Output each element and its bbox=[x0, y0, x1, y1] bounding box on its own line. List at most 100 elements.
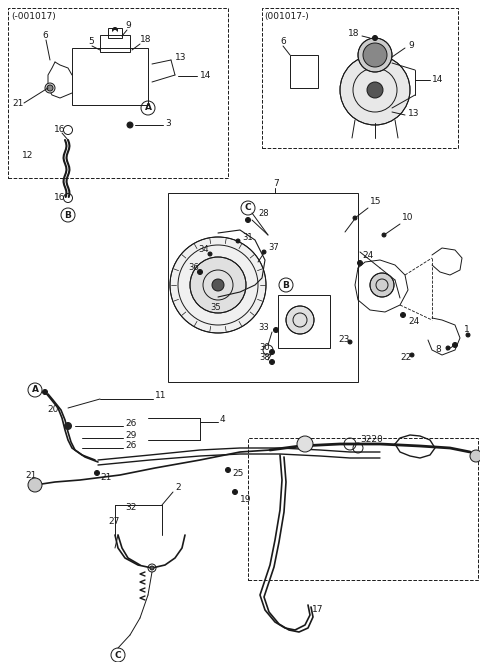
Text: 14: 14 bbox=[200, 70, 211, 79]
Text: 2: 2 bbox=[175, 483, 180, 493]
Text: 34: 34 bbox=[198, 246, 209, 254]
Text: 3: 3 bbox=[165, 120, 171, 128]
Circle shape bbox=[269, 350, 275, 354]
Text: 8: 8 bbox=[435, 346, 441, 354]
Circle shape bbox=[197, 269, 203, 275]
Text: C: C bbox=[245, 203, 252, 213]
Circle shape bbox=[45, 83, 55, 93]
Text: 6: 6 bbox=[280, 38, 286, 46]
Text: 26: 26 bbox=[125, 420, 136, 428]
Text: 20: 20 bbox=[47, 406, 59, 414]
Circle shape bbox=[470, 450, 480, 462]
Text: 33: 33 bbox=[258, 324, 269, 332]
Text: 9: 9 bbox=[408, 40, 414, 50]
Text: 16: 16 bbox=[54, 193, 65, 203]
Text: 26: 26 bbox=[125, 442, 136, 451]
Text: 28: 28 bbox=[258, 209, 269, 218]
Circle shape bbox=[367, 82, 383, 98]
Text: A: A bbox=[32, 385, 38, 395]
Circle shape bbox=[28, 478, 42, 492]
Circle shape bbox=[245, 218, 251, 222]
Circle shape bbox=[208, 252, 212, 256]
Text: 3220: 3220 bbox=[360, 436, 383, 444]
Text: 5: 5 bbox=[88, 38, 94, 46]
Circle shape bbox=[373, 36, 377, 40]
Circle shape bbox=[226, 467, 230, 473]
Bar bbox=[248, 438, 478, 580]
Circle shape bbox=[43, 389, 48, 395]
Circle shape bbox=[446, 346, 450, 350]
Bar bbox=[72, 48, 148, 105]
Bar bbox=[108, 28, 122, 38]
Text: 16: 16 bbox=[54, 126, 65, 134]
Text: B: B bbox=[283, 281, 289, 289]
Circle shape bbox=[348, 340, 352, 344]
Bar bbox=[8, 8, 228, 178]
Circle shape bbox=[358, 38, 392, 72]
Circle shape bbox=[353, 216, 357, 220]
Bar bbox=[168, 193, 358, 382]
Circle shape bbox=[127, 122, 133, 128]
Text: C: C bbox=[115, 651, 121, 659]
Circle shape bbox=[112, 28, 118, 32]
Text: 27: 27 bbox=[108, 518, 120, 526]
Bar bbox=[278, 295, 330, 348]
Circle shape bbox=[113, 30, 117, 34]
Text: (-001017): (-001017) bbox=[11, 11, 56, 21]
Text: 29: 29 bbox=[125, 432, 136, 440]
Bar bbox=[290, 55, 318, 88]
Text: 17: 17 bbox=[312, 606, 324, 614]
Text: 35: 35 bbox=[210, 303, 221, 312]
Circle shape bbox=[150, 566, 154, 570]
Bar bbox=[262, 8, 458, 148]
Text: 19: 19 bbox=[240, 495, 252, 504]
Circle shape bbox=[410, 353, 414, 357]
Text: 38: 38 bbox=[259, 354, 270, 363]
Text: 21: 21 bbox=[100, 473, 111, 483]
Circle shape bbox=[262, 250, 266, 254]
Text: 4: 4 bbox=[220, 416, 226, 424]
Text: 11: 11 bbox=[155, 391, 167, 401]
Text: 13: 13 bbox=[408, 109, 420, 117]
Circle shape bbox=[47, 85, 53, 91]
Circle shape bbox=[358, 261, 362, 265]
Text: 36: 36 bbox=[188, 263, 199, 273]
Circle shape bbox=[212, 279, 224, 291]
Text: 31: 31 bbox=[242, 232, 252, 242]
Circle shape bbox=[370, 273, 394, 297]
Text: 21: 21 bbox=[12, 99, 24, 107]
Text: 22: 22 bbox=[400, 354, 411, 363]
Text: B: B bbox=[65, 211, 72, 220]
Text: 18: 18 bbox=[140, 36, 152, 44]
Text: 24: 24 bbox=[408, 318, 419, 326]
Text: 13: 13 bbox=[175, 54, 187, 62]
Circle shape bbox=[236, 239, 240, 243]
Text: A: A bbox=[144, 103, 152, 113]
Circle shape bbox=[95, 471, 99, 475]
Text: 9: 9 bbox=[125, 21, 131, 30]
Text: 7: 7 bbox=[273, 179, 279, 189]
Text: 12: 12 bbox=[22, 150, 34, 160]
Circle shape bbox=[466, 333, 470, 337]
Circle shape bbox=[297, 436, 313, 452]
Circle shape bbox=[382, 233, 386, 237]
Text: 32: 32 bbox=[125, 504, 136, 512]
Circle shape bbox=[453, 342, 457, 348]
Bar bbox=[100, 35, 130, 52]
Text: 21: 21 bbox=[25, 471, 36, 479]
Text: 10: 10 bbox=[402, 214, 413, 222]
Text: 1: 1 bbox=[464, 326, 470, 334]
Text: 23: 23 bbox=[338, 336, 349, 344]
Text: 6: 6 bbox=[42, 32, 48, 40]
Circle shape bbox=[170, 237, 266, 333]
Circle shape bbox=[363, 43, 387, 67]
Circle shape bbox=[340, 55, 410, 125]
Text: 15: 15 bbox=[370, 197, 382, 207]
Circle shape bbox=[286, 306, 314, 334]
Circle shape bbox=[269, 359, 275, 365]
Circle shape bbox=[64, 422, 72, 430]
Circle shape bbox=[274, 328, 278, 332]
Text: 37: 37 bbox=[268, 244, 279, 252]
Text: (001017-): (001017-) bbox=[264, 13, 309, 21]
Circle shape bbox=[190, 257, 246, 313]
